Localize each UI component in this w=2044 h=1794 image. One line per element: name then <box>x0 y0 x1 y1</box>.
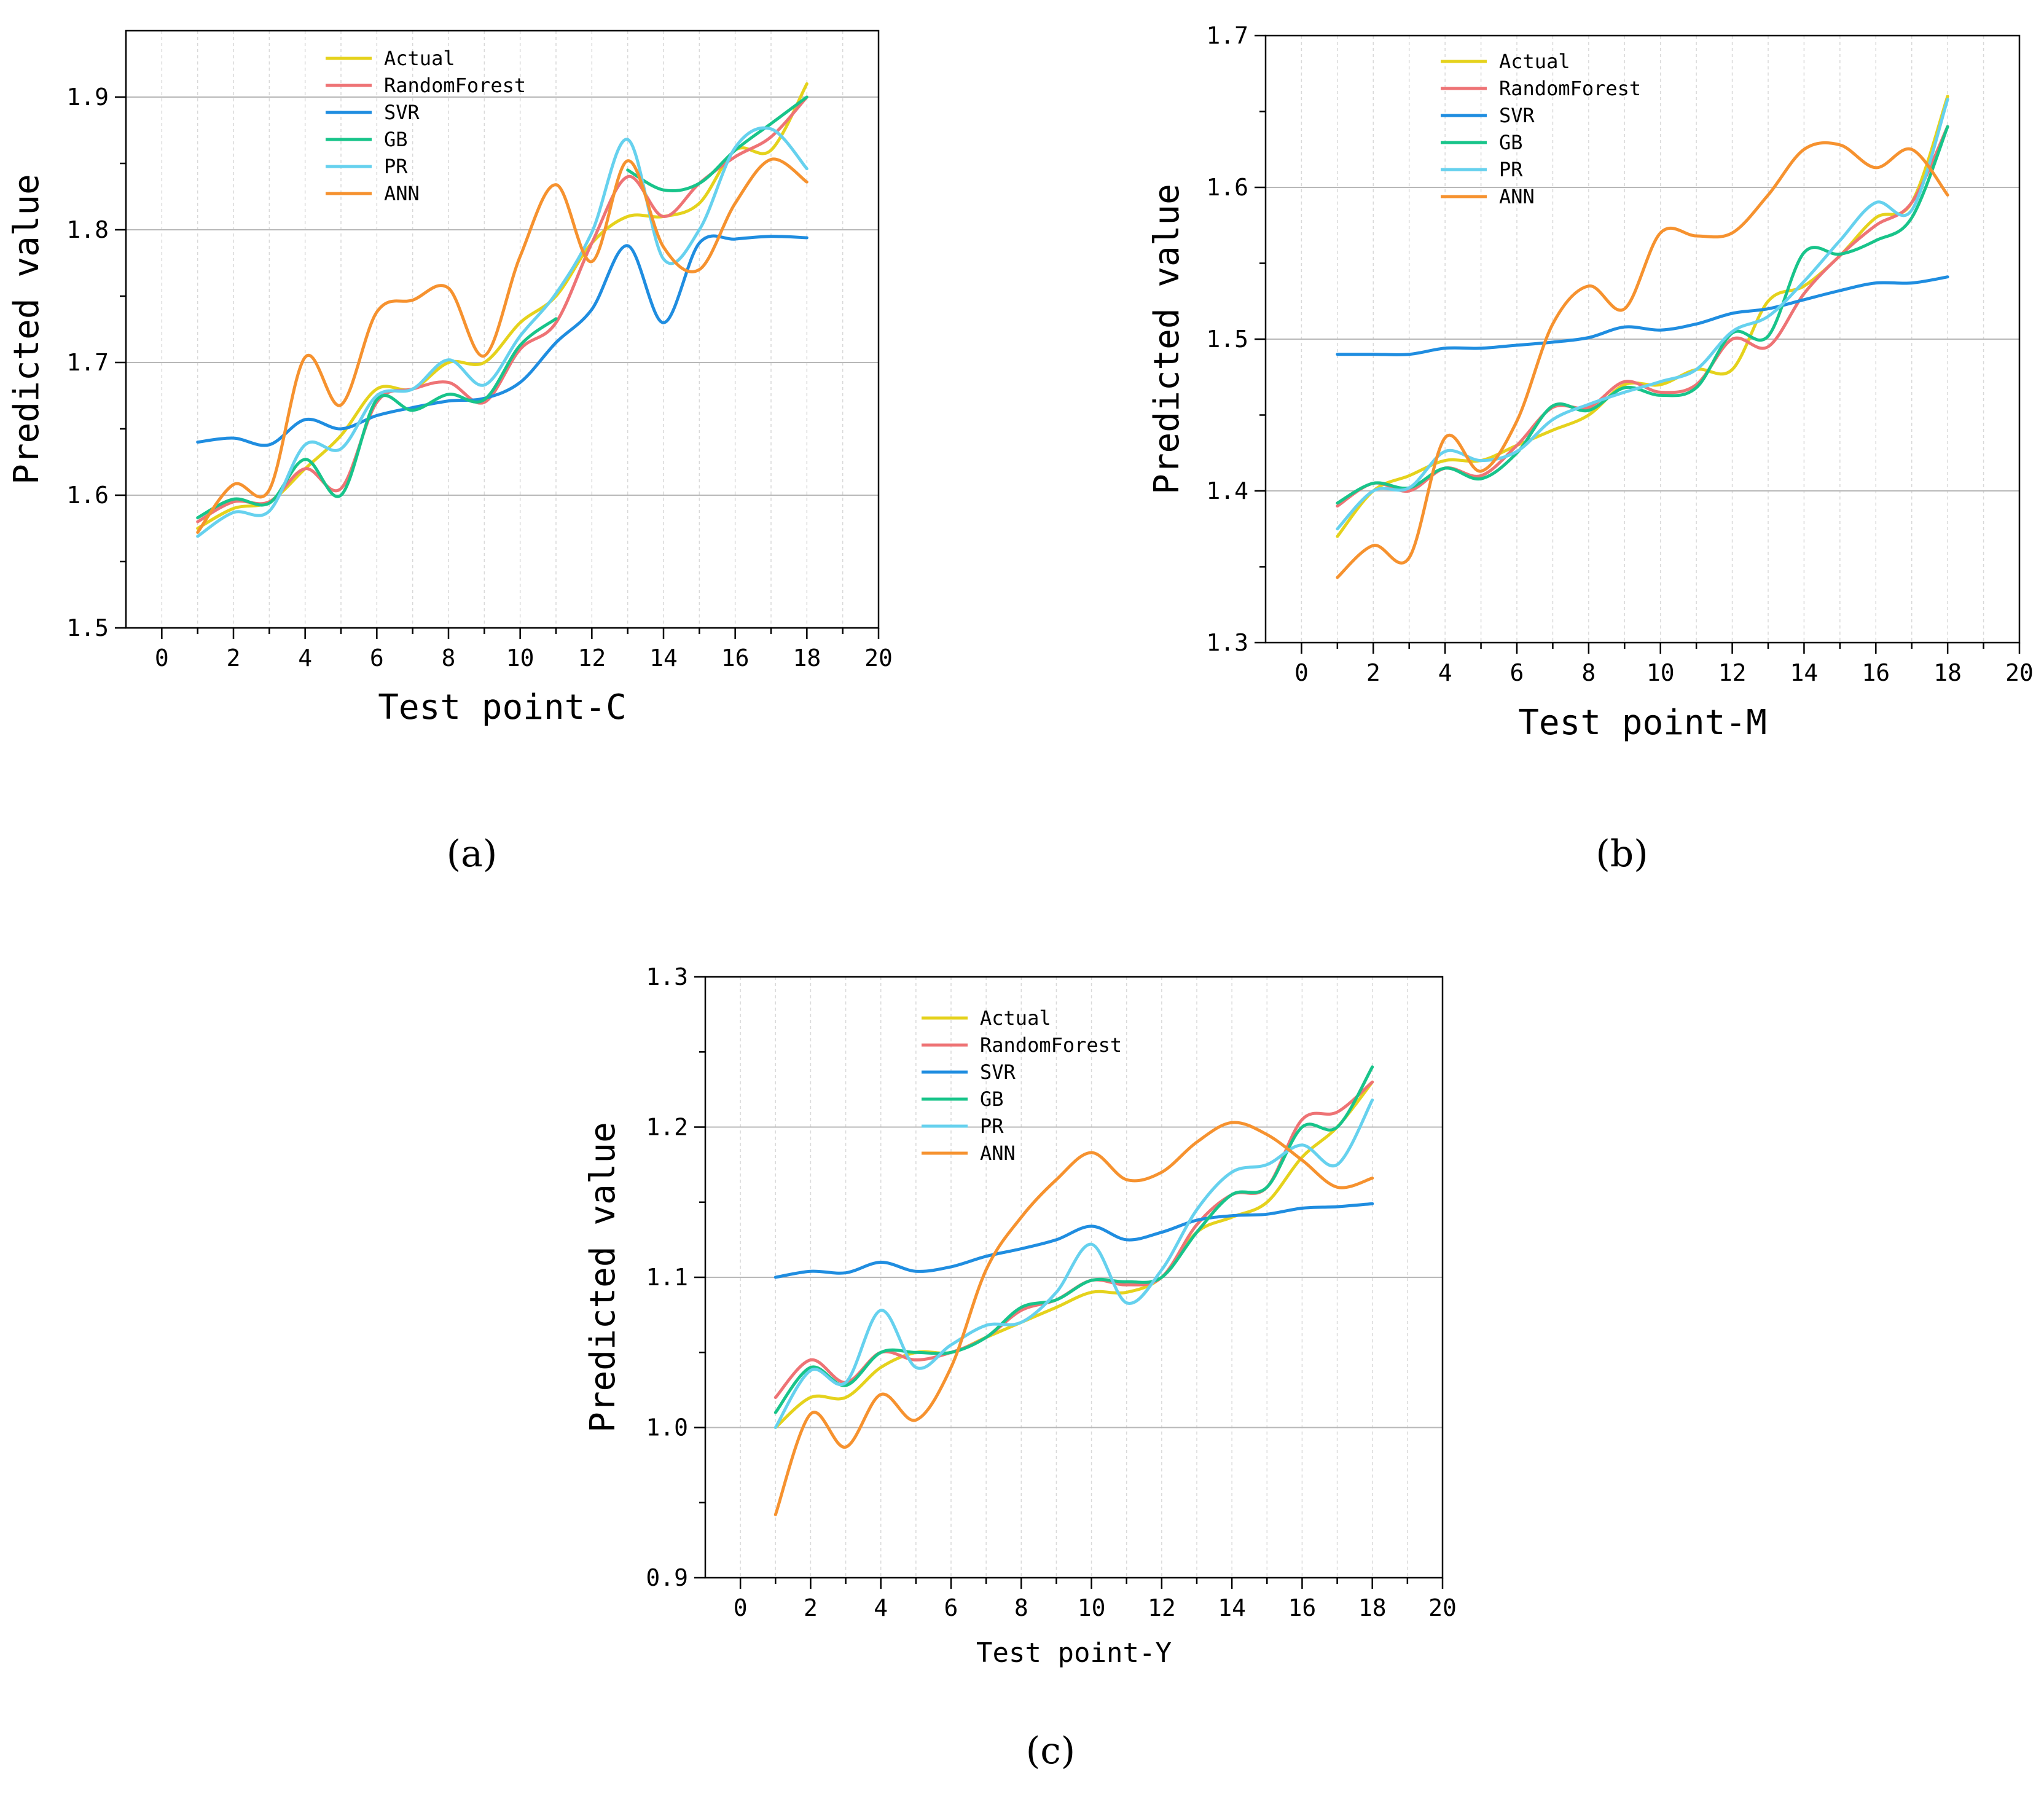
series-line-pr <box>773 1099 1374 1429</box>
y-tick-label: 1.1 <box>646 1264 688 1291</box>
x-tick-label: 10 <box>506 644 534 672</box>
legend-label: SVR <box>384 101 420 124</box>
x-tick-label: 6 <box>944 1594 958 1621</box>
legend-label: ANN <box>980 1142 1016 1165</box>
legend-label: RandomForest <box>384 74 526 97</box>
y-tick-label: 1.5 <box>66 614 109 641</box>
y-tick-label: 1.7 <box>1206 22 1248 49</box>
x-tick-label: 6 <box>1510 659 1524 686</box>
x-tick-label: 2 <box>804 1594 818 1621</box>
y-tick-label: 1.5 <box>1206 326 1248 353</box>
x-tick-label: 16 <box>721 644 750 672</box>
x-tick-label: 14 <box>649 644 678 672</box>
series-line-svr <box>773 1202 1374 1279</box>
x-tick-label: 18 <box>1358 1594 1387 1621</box>
x-axis-label: Test point-M <box>1518 703 1767 743</box>
legend-label: Actual <box>1499 50 1570 73</box>
x-tick-label: 10 <box>1078 1594 1106 1621</box>
x-tick-label: 2 <box>227 644 241 672</box>
panel-label: (b) <box>1596 832 1648 875</box>
series-line-actual <box>1336 95 1949 538</box>
x-tick-label: 4 <box>1438 659 1452 686</box>
y-tick-label: 1.6 <box>1206 174 1248 201</box>
y-tick-label: 1.3 <box>1206 629 1248 656</box>
chart-panel-3: 0 2 4 6 8 10 12 14 16 18 20 0.9 1.0 1.1 1.2 1.3 Test poi… <box>583 963 1457 1772</box>
y-tick-label: 1.3 <box>646 963 688 990</box>
x-axis-label: Test point-Y <box>976 1637 1172 1669</box>
legend-label: RandomForest <box>1499 77 1641 100</box>
x-tick-label: 14 <box>1790 659 1819 686</box>
series-line-ann <box>1336 141 1949 579</box>
panel-label: (a) <box>447 832 498 875</box>
series-line-actual <box>773 1080 1374 1429</box>
x-tick-label: 10 <box>1647 659 1675 686</box>
x-tick-label: 8 <box>1581 659 1596 686</box>
series-line-gb <box>626 95 809 193</box>
series-line-ann <box>773 1121 1374 1516</box>
series-line-ann <box>196 157 809 534</box>
x-tick-label: 14 <box>1218 1594 1246 1621</box>
x-tick-label: 4 <box>874 1594 888 1621</box>
series-line-randomforest <box>773 1080 1374 1400</box>
chart-panel-1: 0 2 4 6 8 10 12 14 16 18 20 1.5 1.6 1.7 1.8 1.9 Test poi… <box>7 29 893 875</box>
y-tick-label: 1.6 <box>66 482 109 509</box>
x-tick-label: 16 <box>1862 659 1890 686</box>
legend-label: GB <box>384 128 408 151</box>
x-tick-label: 18 <box>1933 659 1962 686</box>
legend-label: ANN <box>384 182 420 205</box>
legend-label: PR <box>980 1114 1004 1138</box>
y-axis-label: Predicted value <box>7 174 47 485</box>
x-tick-label: 0 <box>155 644 169 672</box>
x-tick-label: 20 <box>2005 659 2034 686</box>
series-line-svr <box>1336 275 1949 356</box>
x-tick-label: 20 <box>1428 1594 1457 1621</box>
series-line-pr <box>196 126 809 538</box>
chart-panel-2: 0 2 4 6 8 10 12 14 16 18 20 1.3 1.4 1.5 1.6 1.7 Test poi… <box>1147 22 2034 875</box>
x-tick-label: 12 <box>1148 1594 1176 1621</box>
x-axis-label: Test point-C <box>378 687 627 727</box>
legend-label: GB <box>1499 131 1523 154</box>
legend-label: RandomForest <box>980 1033 1122 1057</box>
x-tick-label: 16 <box>1288 1594 1317 1621</box>
series-line-gb <box>773 1065 1374 1414</box>
series-line-gb <box>196 317 558 520</box>
x-tick-label: 6 <box>370 644 384 672</box>
y-tick-label: 1.2 <box>646 1114 688 1141</box>
x-tick-label: 12 <box>1718 659 1747 686</box>
legend-label: SVR <box>980 1060 1016 1084</box>
legend-label: Actual <box>384 47 455 70</box>
series-line-pr <box>1336 98 1949 531</box>
panel-label: (c) <box>1026 1729 1075 1772</box>
series-line-svr <box>196 234 809 447</box>
y-tick-label: 1.9 <box>66 84 109 111</box>
plot-frame <box>125 29 880 629</box>
legend-label: PR <box>1499 158 1523 181</box>
y-tick-label: 1.0 <box>646 1414 688 1441</box>
legend-label: SVR <box>1499 104 1535 127</box>
series-line-gb <box>1336 125 1949 505</box>
x-tick-label: 2 <box>1366 659 1380 686</box>
x-tick-label: 8 <box>1014 1594 1028 1621</box>
legend-label: GB <box>980 1087 1004 1111</box>
y-axis-label: Predicted value <box>583 1122 623 1433</box>
legend-label: PR <box>384 155 408 178</box>
series-line-actual <box>196 82 809 530</box>
x-tick-label: 8 <box>442 644 456 672</box>
x-tick-label: 4 <box>298 644 312 672</box>
y-tick-label: 0.9 <box>646 1564 688 1591</box>
legend-label: Actual <box>980 1006 1051 1030</box>
x-tick-label: 0 <box>734 1594 748 1621</box>
y-tick-label: 1.8 <box>66 216 109 243</box>
series-line-randomforest <box>1336 125 1949 508</box>
x-tick-label: 20 <box>864 644 893 672</box>
y-tick-label: 1.7 <box>66 349 109 376</box>
legend-label: ANN <box>1499 185 1535 208</box>
y-tick-label: 1.4 <box>1206 477 1248 504</box>
y-axis-label: Predicted value <box>1147 184 1187 495</box>
x-tick-label: 0 <box>1294 659 1309 686</box>
x-tick-label: 12 <box>578 644 606 672</box>
x-tick-label: 18 <box>793 644 821 672</box>
